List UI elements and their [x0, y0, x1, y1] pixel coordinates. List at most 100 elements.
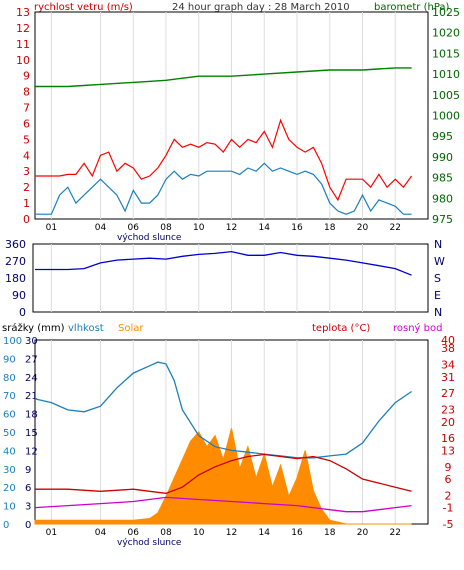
sunrise-label-top: východ slunce: [117, 233, 182, 243]
humidity-tick-label: 40: [3, 446, 16, 457]
compass-tick-label: S: [434, 272, 441, 285]
precip-tick-label: 9: [25, 465, 31, 476]
barometer-tick-label: 1025: [432, 6, 460, 19]
dewpoint-axis-label: rosný bod: [393, 322, 442, 334]
barometer-tick-label: 990: [432, 151, 453, 164]
wind-y-tick-label: 5: [23, 133, 30, 146]
precip-tick-label: 3: [25, 502, 31, 513]
barometer-axis-label: barometr (hPa): [374, 2, 450, 13]
compass-tick-label: N: [434, 238, 442, 251]
wind-panel: 01 04 06 08 10 12 14 16 18 20 22012345678910111213…: [16, 6, 460, 233]
temperature-tick-label: 13: [441, 444, 455, 457]
humidity-tick-label: 100: [3, 336, 22, 347]
compass-tick-label: N: [434, 306, 442, 319]
precip-tick-label: 21: [25, 391, 38, 402]
temp-x-tick-label: 10: [193, 528, 205, 538]
sunrise-label-bottom: východ slunce: [117, 538, 182, 548]
temp-x-tick-label: 16: [291, 528, 303, 538]
temperature-tick-label: 9: [445, 461, 452, 474]
wind-y-tick-label: 8: [23, 86, 30, 99]
precip-tick-label: 24: [25, 373, 38, 384]
barometer-tick-label: 985: [432, 172, 453, 185]
wind-x-tick-label: 20: [357, 223, 369, 233]
temp-x-tick-label: 14: [259, 528, 271, 538]
precip-axis-label: srážky (mm): [2, 322, 65, 334]
temperature-tick-label: 40: [441, 334, 455, 347]
wind-x-tick-label: 01: [46, 223, 57, 233]
temperature-tick-label: 27: [441, 387, 455, 400]
direction-tick-label: 360: [5, 238, 26, 251]
wind-x-tick-label: 14: [259, 223, 271, 233]
precip-tick-label: 15: [25, 428, 38, 439]
wind-y-tick-label: 13: [16, 6, 30, 19]
temp-x-tick-label: 22: [390, 528, 401, 538]
temperature-tick-label: -1: [443, 502, 454, 515]
wind-x-tick-label: 22: [390, 223, 401, 233]
wind-y-tick-label: 12: [16, 22, 30, 35]
temperature-tick-label: 2: [445, 489, 452, 502]
wind-y-tick-label: 3: [23, 165, 30, 178]
temp-x-tick-label: 04: [95, 528, 107, 538]
temperature-axis-label: teplota (°C): [312, 323, 370, 334]
humidity-tick-label: 10: [3, 502, 16, 513]
temperature-tick-label: -5: [443, 518, 454, 531]
precip-tick-label: 30: [25, 336, 38, 347]
wind-x-tick-label: 18: [324, 223, 336, 233]
precip-tick-label: 18: [25, 410, 38, 421]
humidity-tick-label: 70: [3, 391, 16, 402]
direction-tick-label: 0: [19, 306, 26, 319]
temperature-tick-label: 31: [441, 371, 455, 384]
barometer-tick-label: 1015: [432, 47, 460, 60]
wind-x-tick-label: 10: [193, 223, 205, 233]
humidity-axis-label: vlhkost: [68, 323, 104, 334]
humidity-tick-label: 80: [3, 373, 16, 384]
barometer-tick-label: 1000: [432, 110, 460, 123]
wind-y-tick-label: 7: [23, 102, 30, 115]
temp-x-tick-label: 08: [160, 528, 172, 538]
temperature-series-line: [35, 453, 412, 494]
wind-y-tick-label: 9: [23, 70, 30, 83]
compass-tick-label: W: [434, 255, 445, 268]
humidity-tick-label: 30: [3, 465, 16, 476]
temp-x-tick-label: 01: [46, 528, 57, 538]
barometer-tick-label: 980: [432, 192, 453, 205]
direction-tick-label: 90: [12, 289, 26, 302]
temperature-tick-label: 16: [441, 432, 455, 445]
wind-x-tick-label: 12: [226, 223, 237, 233]
wind-y-tick-label: 0: [23, 213, 30, 226]
humidity-tick-label: 90: [3, 354, 16, 365]
wind-y-tick-label: 2: [23, 181, 30, 194]
dewpoint-series-line: [34, 496, 412, 513]
wind-x-tick-label: 16: [291, 223, 303, 233]
compass-tick-label: E: [434, 289, 441, 302]
pressure-series-line: [35, 67, 412, 88]
wind-y-tick-label: 1: [23, 197, 30, 210]
wind-axis-label: rychlost vetru (m/s): [34, 2, 133, 13]
wind-y-tick-label: 6: [23, 117, 30, 130]
panel-direction-frame: [32, 243, 429, 313]
direction-tick-label: 270: [5, 255, 26, 268]
temp-x-tick-label: 06: [128, 528, 140, 538]
temperature-tick-label: 23: [441, 404, 455, 417]
humidity-tick-label: 0: [3, 520, 9, 531]
precip-tick-label: 6: [25, 483, 31, 494]
direction-series-line: [35, 250, 412, 276]
wind-y-tick-label: 10: [16, 54, 30, 67]
precip-tick-label: 12: [25, 446, 38, 457]
solar-axis-label: Solar: [118, 323, 144, 334]
temp-x-tick-label: 18: [324, 528, 336, 538]
wind-series-line: [35, 162, 412, 215]
humidity-series-line: [34, 361, 412, 459]
humidity-tick-label: 20: [3, 483, 16, 494]
direction-tick-label: 180: [5, 272, 26, 285]
temperature-tick-label: 6: [445, 473, 452, 486]
precip-tick-label: 0: [25, 520, 31, 531]
temp-x-tick-label: 20: [357, 528, 369, 538]
barometer-tick-label: 1010: [432, 68, 460, 81]
wind-y-tick-label: 4: [23, 149, 30, 162]
chart-title: 24 hour graph day : 28 March 2010: [172, 2, 350, 13]
temperature-panel: 01 04 06 08 10 12 14 16 18 20 22036912151821242730…: [3, 334, 455, 538]
